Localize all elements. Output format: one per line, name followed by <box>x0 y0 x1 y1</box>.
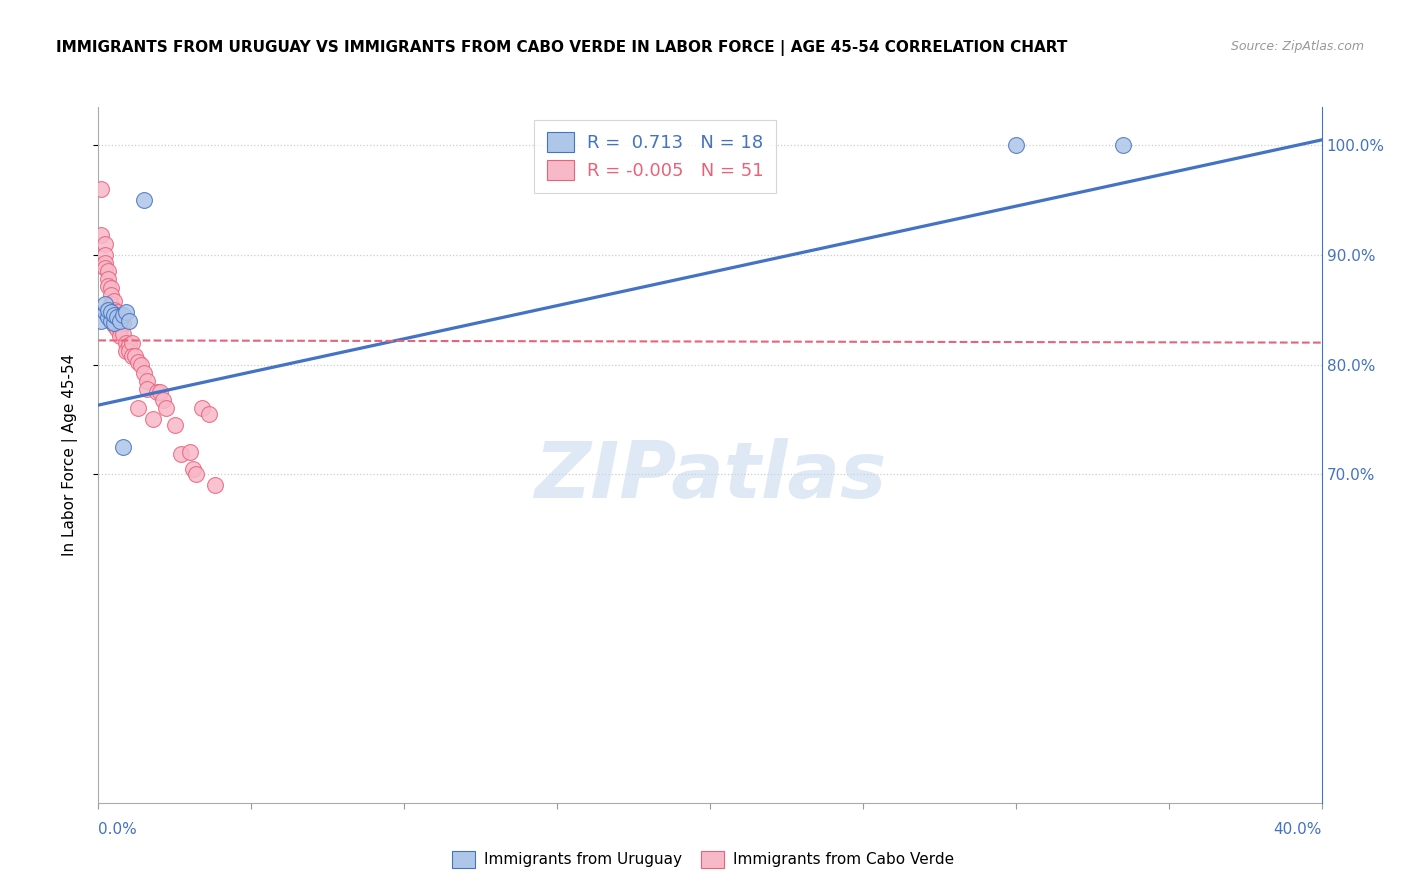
Legend: Immigrants from Uruguay, Immigrants from Cabo Verde: Immigrants from Uruguay, Immigrants from… <box>446 845 960 873</box>
Point <box>152 392 174 407</box>
Point <box>90 314 112 328</box>
Point <box>134 366 156 380</box>
Point <box>108 308 131 322</box>
Point <box>134 193 156 207</box>
Point <box>179 445 201 459</box>
Point <box>93 261 115 276</box>
Text: IMMIGRANTS FROM URUGUAY VS IMMIGRANTS FROM CABO VERDE IN LABOR FORCE | AGE 45-54: IMMIGRANTS FROM URUGUAY VS IMMIGRANTS FR… <box>56 40 1067 56</box>
Point <box>100 281 122 295</box>
Point <box>108 314 131 328</box>
Point <box>129 358 152 372</box>
Legend: R =  0.713   N = 18, R = -0.005   N = 51: R = 0.713 N = 18, R = -0.005 N = 51 <box>534 120 776 193</box>
Point <box>93 248 115 262</box>
Point <box>108 329 131 343</box>
Point <box>136 374 159 388</box>
Point <box>103 302 125 317</box>
Point <box>103 310 125 325</box>
Point <box>105 314 128 328</box>
Point <box>97 264 120 278</box>
Text: 40.0%: 40.0% <box>1274 822 1322 837</box>
Text: 0.0%: 0.0% <box>98 822 138 837</box>
Point <box>103 318 125 332</box>
Y-axis label: In Labor Force | Age 45-54: In Labor Force | Age 45-54 <box>62 354 77 556</box>
Point <box>93 297 115 311</box>
Point <box>105 305 128 319</box>
Point <box>163 417 186 432</box>
Point <box>127 355 149 369</box>
Point <box>100 305 122 319</box>
Point <box>100 288 122 302</box>
Point <box>115 344 138 359</box>
Point <box>108 322 131 336</box>
Point <box>145 384 167 399</box>
Point <box>118 314 141 328</box>
Point <box>170 447 193 461</box>
Point <box>100 314 122 328</box>
Point <box>121 349 143 363</box>
Point <box>93 237 115 252</box>
Point <box>118 338 141 352</box>
Point <box>97 278 120 293</box>
Point <box>115 305 138 319</box>
Point <box>121 335 143 350</box>
Point <box>103 293 125 308</box>
Point <box>111 308 134 322</box>
Point <box>204 478 226 492</box>
Point <box>142 412 165 426</box>
Point <box>136 382 159 396</box>
Point <box>90 228 112 243</box>
Point <box>191 401 214 416</box>
Point <box>118 344 141 359</box>
Point <box>103 308 125 322</box>
Point <box>111 316 134 330</box>
Point <box>90 182 112 196</box>
Point <box>97 302 120 317</box>
Point <box>93 255 115 269</box>
Point <box>97 310 120 325</box>
Point <box>105 310 128 325</box>
Point <box>105 322 128 336</box>
Point <box>115 335 138 350</box>
Point <box>100 297 122 311</box>
Text: Source: ZipAtlas.com: Source: ZipAtlas.com <box>1230 40 1364 54</box>
Point <box>1004 138 1026 153</box>
Point <box>103 316 125 330</box>
Point <box>111 440 134 454</box>
Point <box>1112 138 1135 153</box>
Point <box>197 407 219 421</box>
Point <box>124 349 146 363</box>
Point <box>186 467 208 481</box>
Point <box>97 272 120 286</box>
Point <box>155 401 177 416</box>
Text: ZIPatlas: ZIPatlas <box>534 438 886 514</box>
Point <box>111 326 134 341</box>
Point <box>127 401 149 416</box>
Point <box>93 305 115 319</box>
Point <box>181 461 204 475</box>
Point <box>108 316 131 330</box>
Point <box>149 384 172 399</box>
